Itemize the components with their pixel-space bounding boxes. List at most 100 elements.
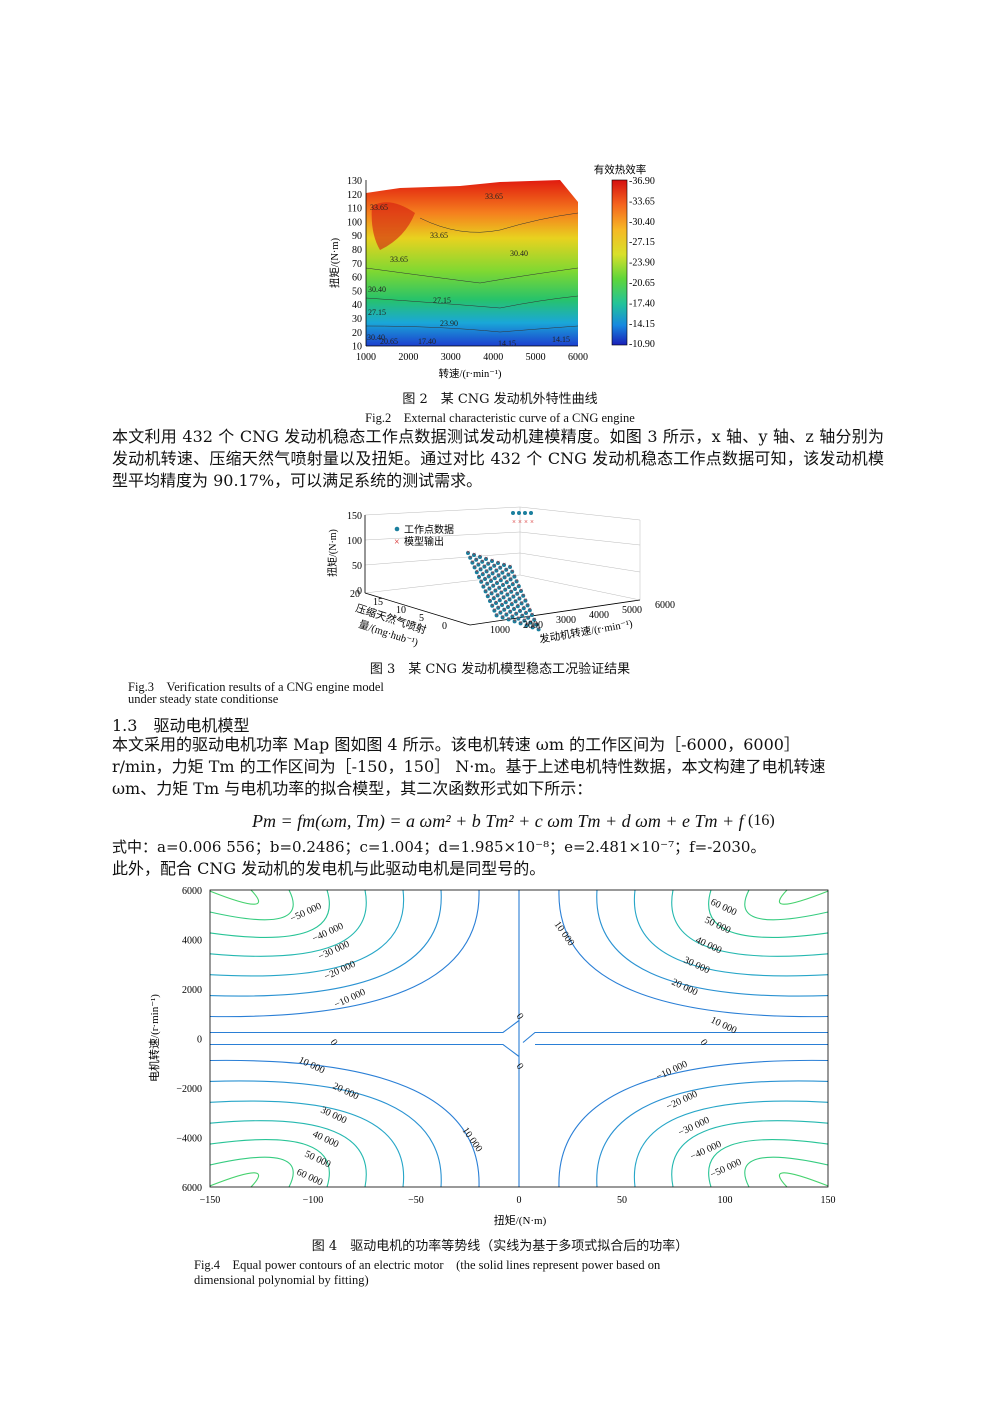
fig3-xtick: 4000 <box>589 610 609 621</box>
fig3-point <box>485 594 490 599</box>
fig3-point <box>474 557 479 562</box>
fig3-model-mark: × <box>529 620 532 626</box>
fig3-model-mark: × <box>514 586 517 592</box>
fig2-ytick: 80 <box>352 245 362 256</box>
fig4-contour-line <box>209 889 367 957</box>
fig4-ytick: −2000 <box>176 1084 202 1095</box>
fig3-point <box>518 609 522 613</box>
fig3-model-mark: × <box>512 594 515 600</box>
fig3-point <box>515 604 520 609</box>
fig3-model-mark: × <box>515 578 518 584</box>
fig3-model-mark: × <box>513 606 516 612</box>
fig3-point <box>472 565 477 570</box>
fig3-model-mark: × <box>491 570 494 576</box>
fig3-point <box>484 569 489 574</box>
fig3-point <box>496 561 500 565</box>
fig3-model-mark: × <box>493 563 496 569</box>
fig3-model-mark: × <box>473 564 476 570</box>
fig3-model-mark: × <box>501 602 504 608</box>
fig3-model-mark: × <box>502 594 505 600</box>
fig3-model-mark: × <box>519 608 522 614</box>
fig3-ytick: 10 <box>396 605 406 616</box>
fig3-point <box>493 588 498 593</box>
fig3-xtick: 2000 <box>523 620 543 631</box>
fig4-ytick: 6000 <box>182 1183 202 1194</box>
fig3-legend-marker-data <box>394 526 400 532</box>
fig2-contour-label: 33.65 <box>370 203 388 212</box>
fig3-point <box>494 601 498 605</box>
section-heading: 1.3 驱动电机模型 <box>112 716 250 735</box>
fig4-contour-line <box>209 1100 405 1188</box>
fig3-point <box>517 511 521 515</box>
fig4-contour-line <box>778 1172 829 1188</box>
fig3-point <box>521 593 526 598</box>
fig2-xtick: 1000 <box>356 352 376 363</box>
fig3-ytick: 0 <box>442 621 447 632</box>
fig3-point <box>487 586 492 591</box>
fig3-point <box>521 606 526 611</box>
fig3-point <box>530 613 534 617</box>
fig2-colorbar-tick: -33.65 <box>629 196 655 207</box>
fig3-point <box>529 511 533 515</box>
fig3-point <box>478 567 483 572</box>
fig3-ytick: 15 <box>373 597 383 608</box>
fig4-contour-label: −40 000 <box>689 1139 724 1163</box>
fig3-point <box>506 605 510 609</box>
fig3-model-mark: × <box>514 598 517 604</box>
fig3-point <box>508 609 513 614</box>
fig4-contour-line <box>209 889 442 997</box>
fig3-model-mark: × <box>484 576 487 582</box>
fig3-model-mark: × <box>524 598 527 604</box>
fig3-point <box>508 577 513 582</box>
fig2-colorbar <box>611 179 628 346</box>
fig3-point <box>488 566 493 571</box>
fig2-contour-label: 27.15 <box>368 308 386 317</box>
fig3-model-mark: × <box>475 557 478 563</box>
fig3-point <box>500 615 505 620</box>
fig3-model-mark: × <box>489 566 492 572</box>
fig4-contour-label: 10 000 <box>552 919 577 948</box>
fig2-colorbar-tick: -27.15 <box>629 237 655 248</box>
fig3-model-mark: × <box>484 588 487 594</box>
fig3-model-mark: × <box>525 610 528 616</box>
fig3-point <box>507 597 512 602</box>
fig4-ytick: 2000 <box>182 985 202 996</box>
fig3-point <box>512 574 517 579</box>
fig3-point <box>495 593 500 598</box>
fig3-point <box>516 616 521 621</box>
fig3-xtick: 6000 <box>655 600 675 611</box>
fig3-model-mark: × <box>510 589 513 595</box>
fig4-contour-label: 0 <box>698 1037 710 1047</box>
fig3-point <box>503 587 508 592</box>
fig3-model-mark: × <box>491 603 494 609</box>
fig4-contour-label: −20 000 <box>665 1089 700 1113</box>
fig3-model-mark: × <box>502 582 505 588</box>
fig4-contour-label: −30 000 <box>317 939 352 963</box>
fig4-contour-label: 40 000 <box>694 935 724 957</box>
fig3-point <box>519 589 523 593</box>
fig2-contour-label: 30.40 <box>368 285 386 294</box>
fig2-caption-en: Fig.2 External characteristic curve of a… <box>365 411 635 425</box>
fig2-ytick: 40 <box>352 300 362 311</box>
fig3-legend-data: 工作点数据 <box>404 523 454 536</box>
fig2-ytick: 10 <box>352 342 362 353</box>
fig3-model-mark: × <box>478 574 481 580</box>
fig2-colorbar-tick: -17.40 <box>629 298 655 309</box>
paragraph-3: 此外，配合 CNG 发动机的发电机与此驱动电机是同型号的。 <box>112 859 546 878</box>
fig3-model-mark: × <box>516 591 519 597</box>
fig4-contour-label: −30 000 <box>677 1115 712 1139</box>
fig4-ytick: −4000 <box>176 1134 202 1145</box>
fig4-ytick: 0 <box>197 1035 202 1046</box>
fig3-model-mark: × <box>501 570 504 576</box>
fig3-point <box>483 577 487 581</box>
fig3-model-mark: × <box>535 622 538 628</box>
fig3-model-mark: × <box>511 569 514 575</box>
fig4-contour-label: 60 000 <box>295 1167 325 1189</box>
fig4-contour-line <box>558 889 829 1018</box>
fig3-point <box>498 610 503 615</box>
fig3-model-mark: × <box>488 586 491 592</box>
fig3-model-mark: × <box>492 583 495 589</box>
fig3-point <box>486 574 491 579</box>
fig3-model-mark: × <box>521 613 524 619</box>
fig3-model-mark: × <box>513 574 516 580</box>
